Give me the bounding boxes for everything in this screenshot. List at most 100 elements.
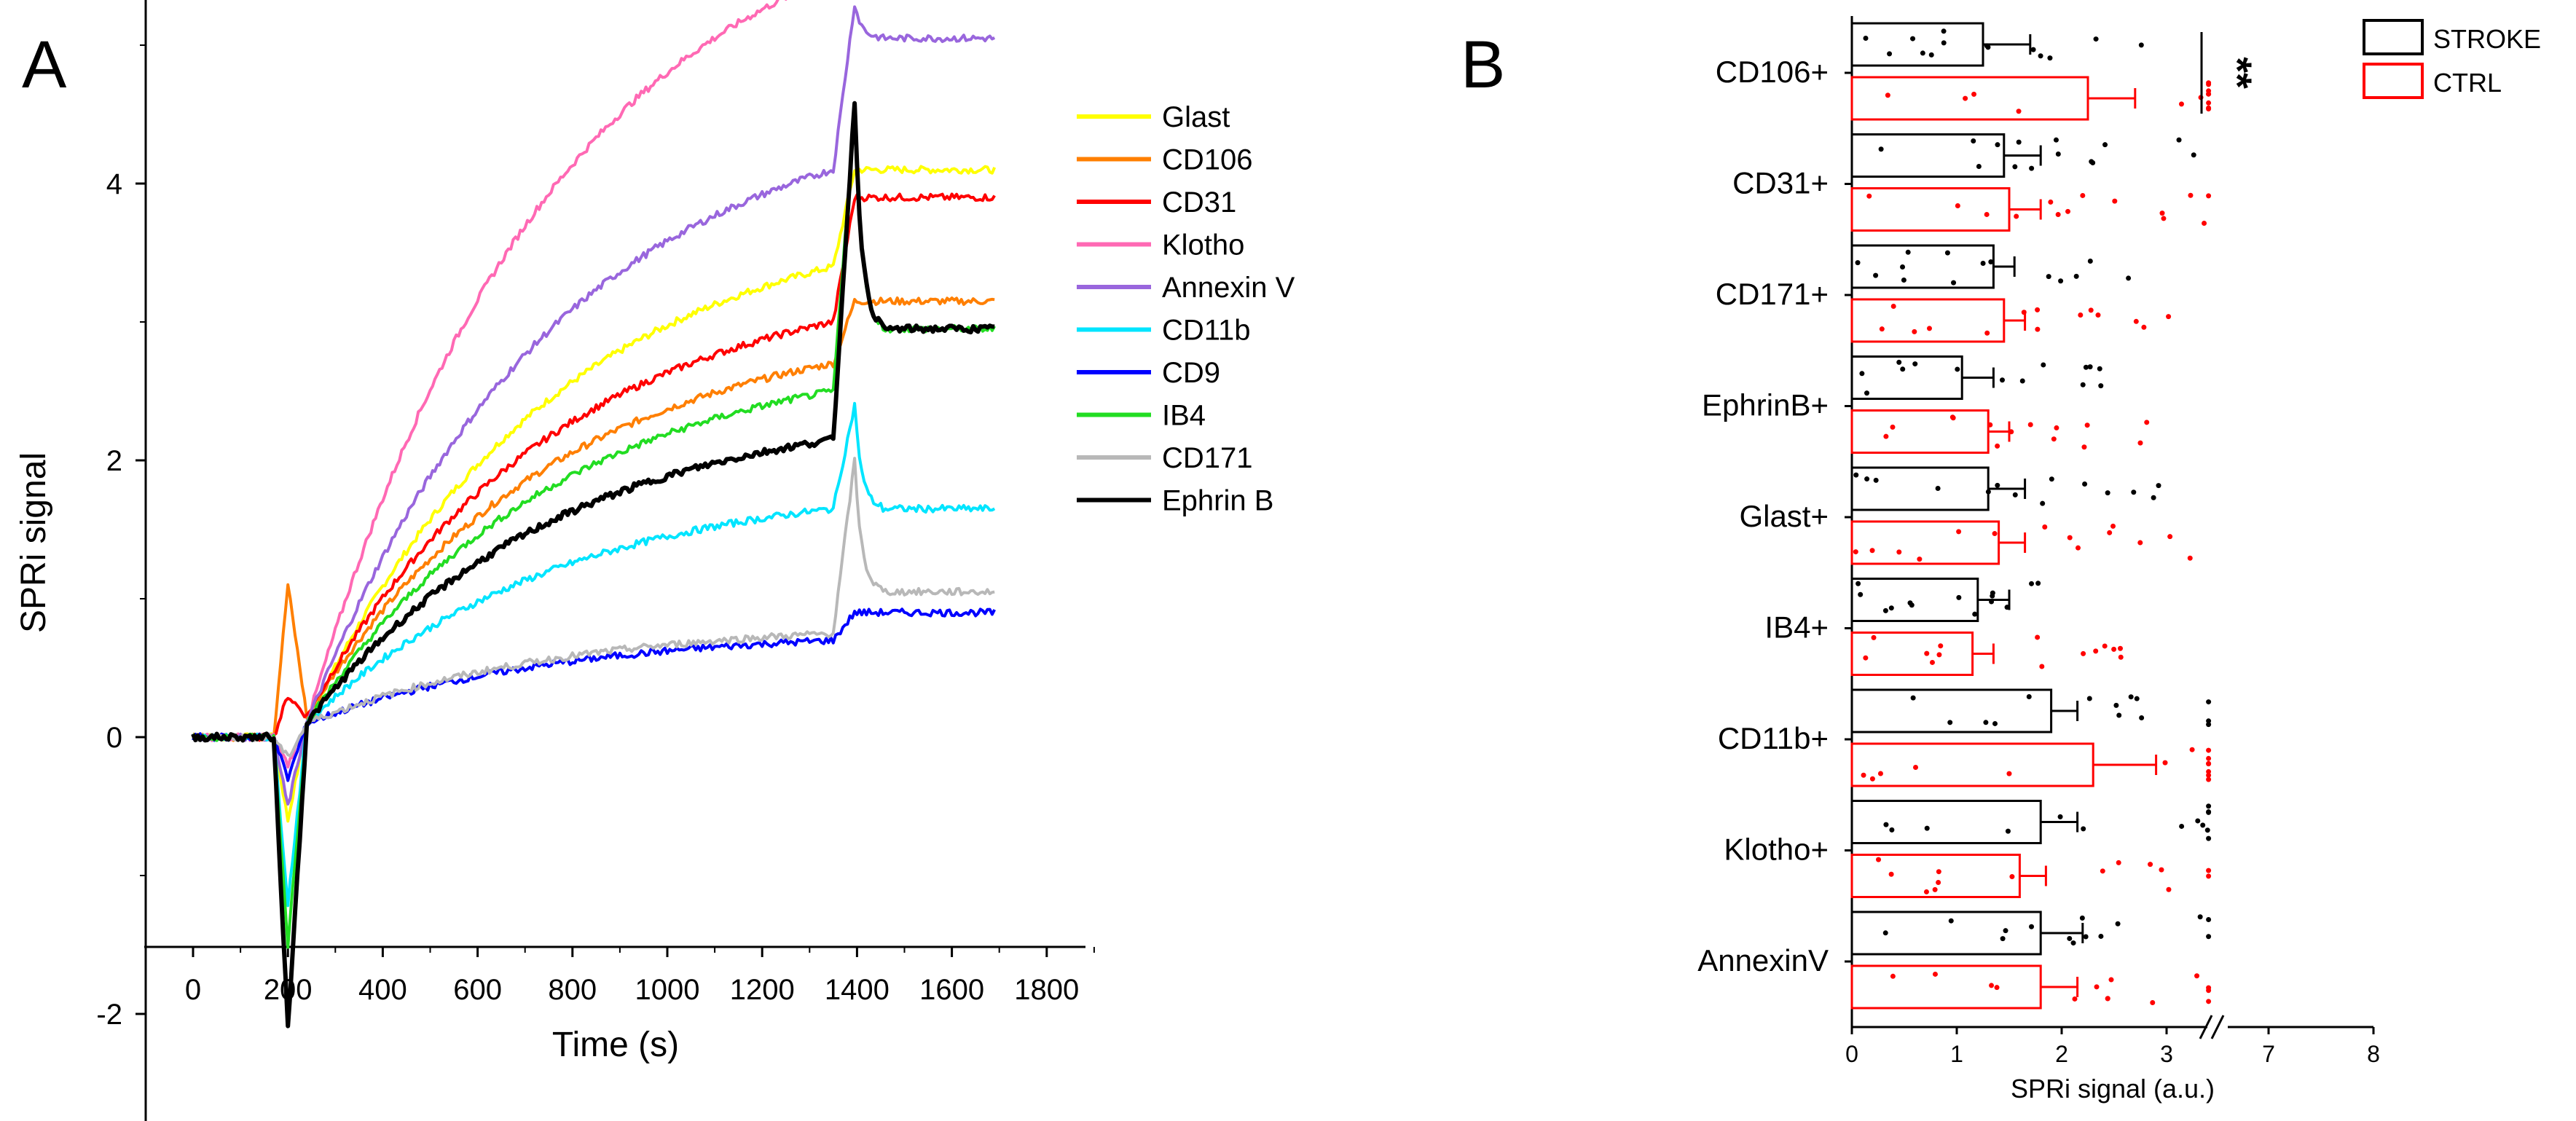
x-tick-label: 1800 [1014,974,1079,1006]
legend-label-4: Annexin V [1162,272,1295,304]
stroke-point-4 [2049,476,2054,482]
series-line-3 [192,0,788,769]
category-label-4: Glast+ [1739,499,1829,533]
stroke-point-7 [2206,835,2212,841]
ctrl-point-5 [2102,643,2108,649]
stroke-point-5 [1907,600,1913,606]
ctrl-point-5 [1938,643,1944,649]
ctrl-point-5 [1936,652,1942,658]
ctrl-point-8 [2072,996,2078,1002]
ctrl-point-6 [2162,760,2168,766]
series-line-8 [192,457,995,758]
ctrl-point-6 [1869,776,1875,782]
ctrl-point-5 [1924,650,1930,656]
stroke-point-3 [2083,364,2089,370]
stroke-point-7 [2005,828,2011,834]
stroke-point-6 [1983,720,1989,725]
ctrl-point-2 [2088,307,2094,313]
ctrl-point-2 [2095,312,2101,318]
legend-label-stroke: STROKE [2433,24,2541,54]
stroke-point-8 [2083,934,2089,940]
stroke-point-3 [2019,378,2025,384]
ctrl-bar-4 [1850,520,2000,565]
ctrl-point-1 [2206,193,2212,199]
stroke-point-6 [1910,695,1916,701]
series-line-5 [192,401,996,908]
stroke-point-2 [2058,278,2064,284]
x-tick-label: 600 [453,974,502,1006]
stroke-point-8 [2098,933,2104,939]
stroke-bar-1 [1850,133,2006,178]
stroke-point-8 [2067,935,2073,941]
stroke-point-6 [2206,722,2212,728]
ctrl-point-6 [2206,776,2212,782]
ctrl-bar-1 [1850,187,2011,232]
stroke-point-1 [2053,137,2059,143]
stroke-point-5 [2029,581,2035,586]
ctrl-point-1 [2112,198,2118,204]
ctrl-point-7 [2100,868,2105,874]
ctrl-point-1 [2161,216,2167,221]
ctrl-point-8 [2206,999,2212,1004]
legend-label-7: IB4 [1162,400,1206,432]
ctrl-point-0 [2206,82,2212,87]
ctrl-point-2 [2133,318,2139,324]
axis-break-mark-2 [2210,1015,2225,1039]
ctrl-point-2 [2166,314,2172,320]
stroke-point-2 [1905,249,1911,255]
stroke-point-3 [2080,382,2086,388]
stroke-point-1 [2176,137,2182,143]
ctrl-point-6 [2206,747,2212,753]
stroke-point-1 [2055,151,2061,157]
ctrl-point-8 [2206,988,2212,994]
stroke-point-8 [2206,916,2212,922]
ctrl-point-2 [2141,324,2147,330]
stroke-point-4 [2156,483,2161,489]
ctrl-bar-8 [1850,964,2042,1010]
stroke-bar-7 [1850,800,2042,844]
stroke-point-4 [1985,489,1991,495]
ctrl-point-4 [2167,534,2173,540]
stroke-point-7 [2179,823,2185,829]
ctrl-point-6 [1861,772,1866,778]
ctrl-point-3 [2084,422,2090,428]
ctrl-point-1 [2048,199,2054,205]
series-line-1 [192,296,995,742]
ctrl-point-4 [1992,531,1998,537]
stroke-point-5 [1858,591,1864,597]
ctrl-point-5 [2093,648,2099,654]
stroke-point-1 [2029,165,2035,171]
x-tick-label: 1200 [730,974,795,1006]
legend-label-0: Glast [1162,101,1230,133]
ctrl-point-8 [1989,983,1995,988]
y-tick-label: 0 [106,722,122,754]
ctrl-point-2 [2035,307,2041,312]
ctrl-point-1 [1866,193,1872,199]
stroke-point-1 [2089,159,2094,165]
legend-label-6: CD9 [1162,357,1220,389]
stroke-point-5 [1888,605,1894,611]
ctrl-point-0 [1971,91,1977,97]
stroke-point-4 [2131,489,2137,495]
stroke-point-2 [2073,273,2079,279]
ctrl-point-3 [2144,420,2150,425]
bar-chart: 0 1 2 3 7 8 SPRi signal (a.u.) CD106+ CD31+ CD171… [1697,16,2541,1104]
y-tick-label: 2 [106,445,122,477]
stroke-point-8 [2029,924,2035,929]
stroke-point-2 [1951,280,1957,286]
ctrl-point-3 [1890,424,1896,430]
ctrl-point-4 [2187,555,2193,561]
stroke-point-7 [2206,803,2212,809]
ctrl-point-6 [2189,747,2195,752]
stroke-point-4 [2151,495,2156,500]
stroke-point-3 [1859,371,1865,377]
ctrl-point-3 [2027,422,2033,428]
x-tick-label: 1600 [919,974,984,1006]
ctrl-point-7 [2009,874,2015,880]
legend-label-1: CD106 [1162,144,1253,176]
stroke-point-3 [2098,383,2104,389]
x-tick-label: 1000 [635,974,700,1006]
ctrl-point-4 [2107,530,2113,535]
ctrl-point-7 [1936,869,1941,875]
